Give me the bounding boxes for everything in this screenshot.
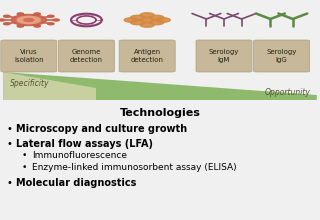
Text: Genome
detection: Genome detection [70,49,103,63]
Text: •: • [6,178,12,188]
Text: Virus
isolation: Virus isolation [14,49,44,63]
Circle shape [24,18,34,22]
Text: •: • [22,151,28,160]
Circle shape [11,15,46,26]
Circle shape [150,15,164,20]
Polygon shape [3,72,317,100]
Circle shape [140,13,154,17]
FancyBboxPatch shape [119,40,175,72]
Circle shape [48,15,54,17]
Text: Serology
IgM: Serology IgM [209,49,239,63]
Circle shape [124,18,138,22]
Circle shape [150,20,164,25]
Text: Immunofluorescence: Immunofluorescence [32,151,127,160]
Text: Specificity: Specificity [10,79,49,88]
Circle shape [131,20,145,25]
Text: Technologies: Technologies [120,108,200,118]
Circle shape [131,15,145,20]
Text: •: • [6,124,12,134]
Text: Opportunity: Opportunity [265,88,310,97]
Text: •: • [6,139,12,149]
Circle shape [140,18,154,22]
Text: Antigen
detection: Antigen detection [131,49,164,63]
Text: Enzyme-linked immunosorbent assay (ELISA): Enzyme-linked immunosorbent assay (ELISA… [32,163,236,172]
FancyBboxPatch shape [58,40,115,72]
Text: Lateral flow assays (LFA): Lateral flow assays (LFA) [16,139,153,149]
Circle shape [34,25,40,27]
Circle shape [17,16,40,24]
Circle shape [53,19,59,21]
Polygon shape [3,72,96,100]
FancyBboxPatch shape [1,40,57,72]
Text: Microscopy and culture growth: Microscopy and culture growth [16,124,187,134]
FancyBboxPatch shape [253,40,310,72]
Circle shape [48,23,54,25]
Circle shape [4,15,10,17]
Circle shape [4,23,10,25]
Circle shape [34,13,40,15]
Circle shape [17,13,24,15]
Circle shape [156,18,170,22]
Circle shape [17,25,24,27]
FancyBboxPatch shape [196,40,252,72]
Circle shape [140,23,154,27]
Text: Serology
IgG: Serology IgG [267,49,297,63]
Circle shape [0,19,5,21]
Text: •: • [22,163,28,172]
Text: Molecular diagnostics: Molecular diagnostics [16,178,136,188]
